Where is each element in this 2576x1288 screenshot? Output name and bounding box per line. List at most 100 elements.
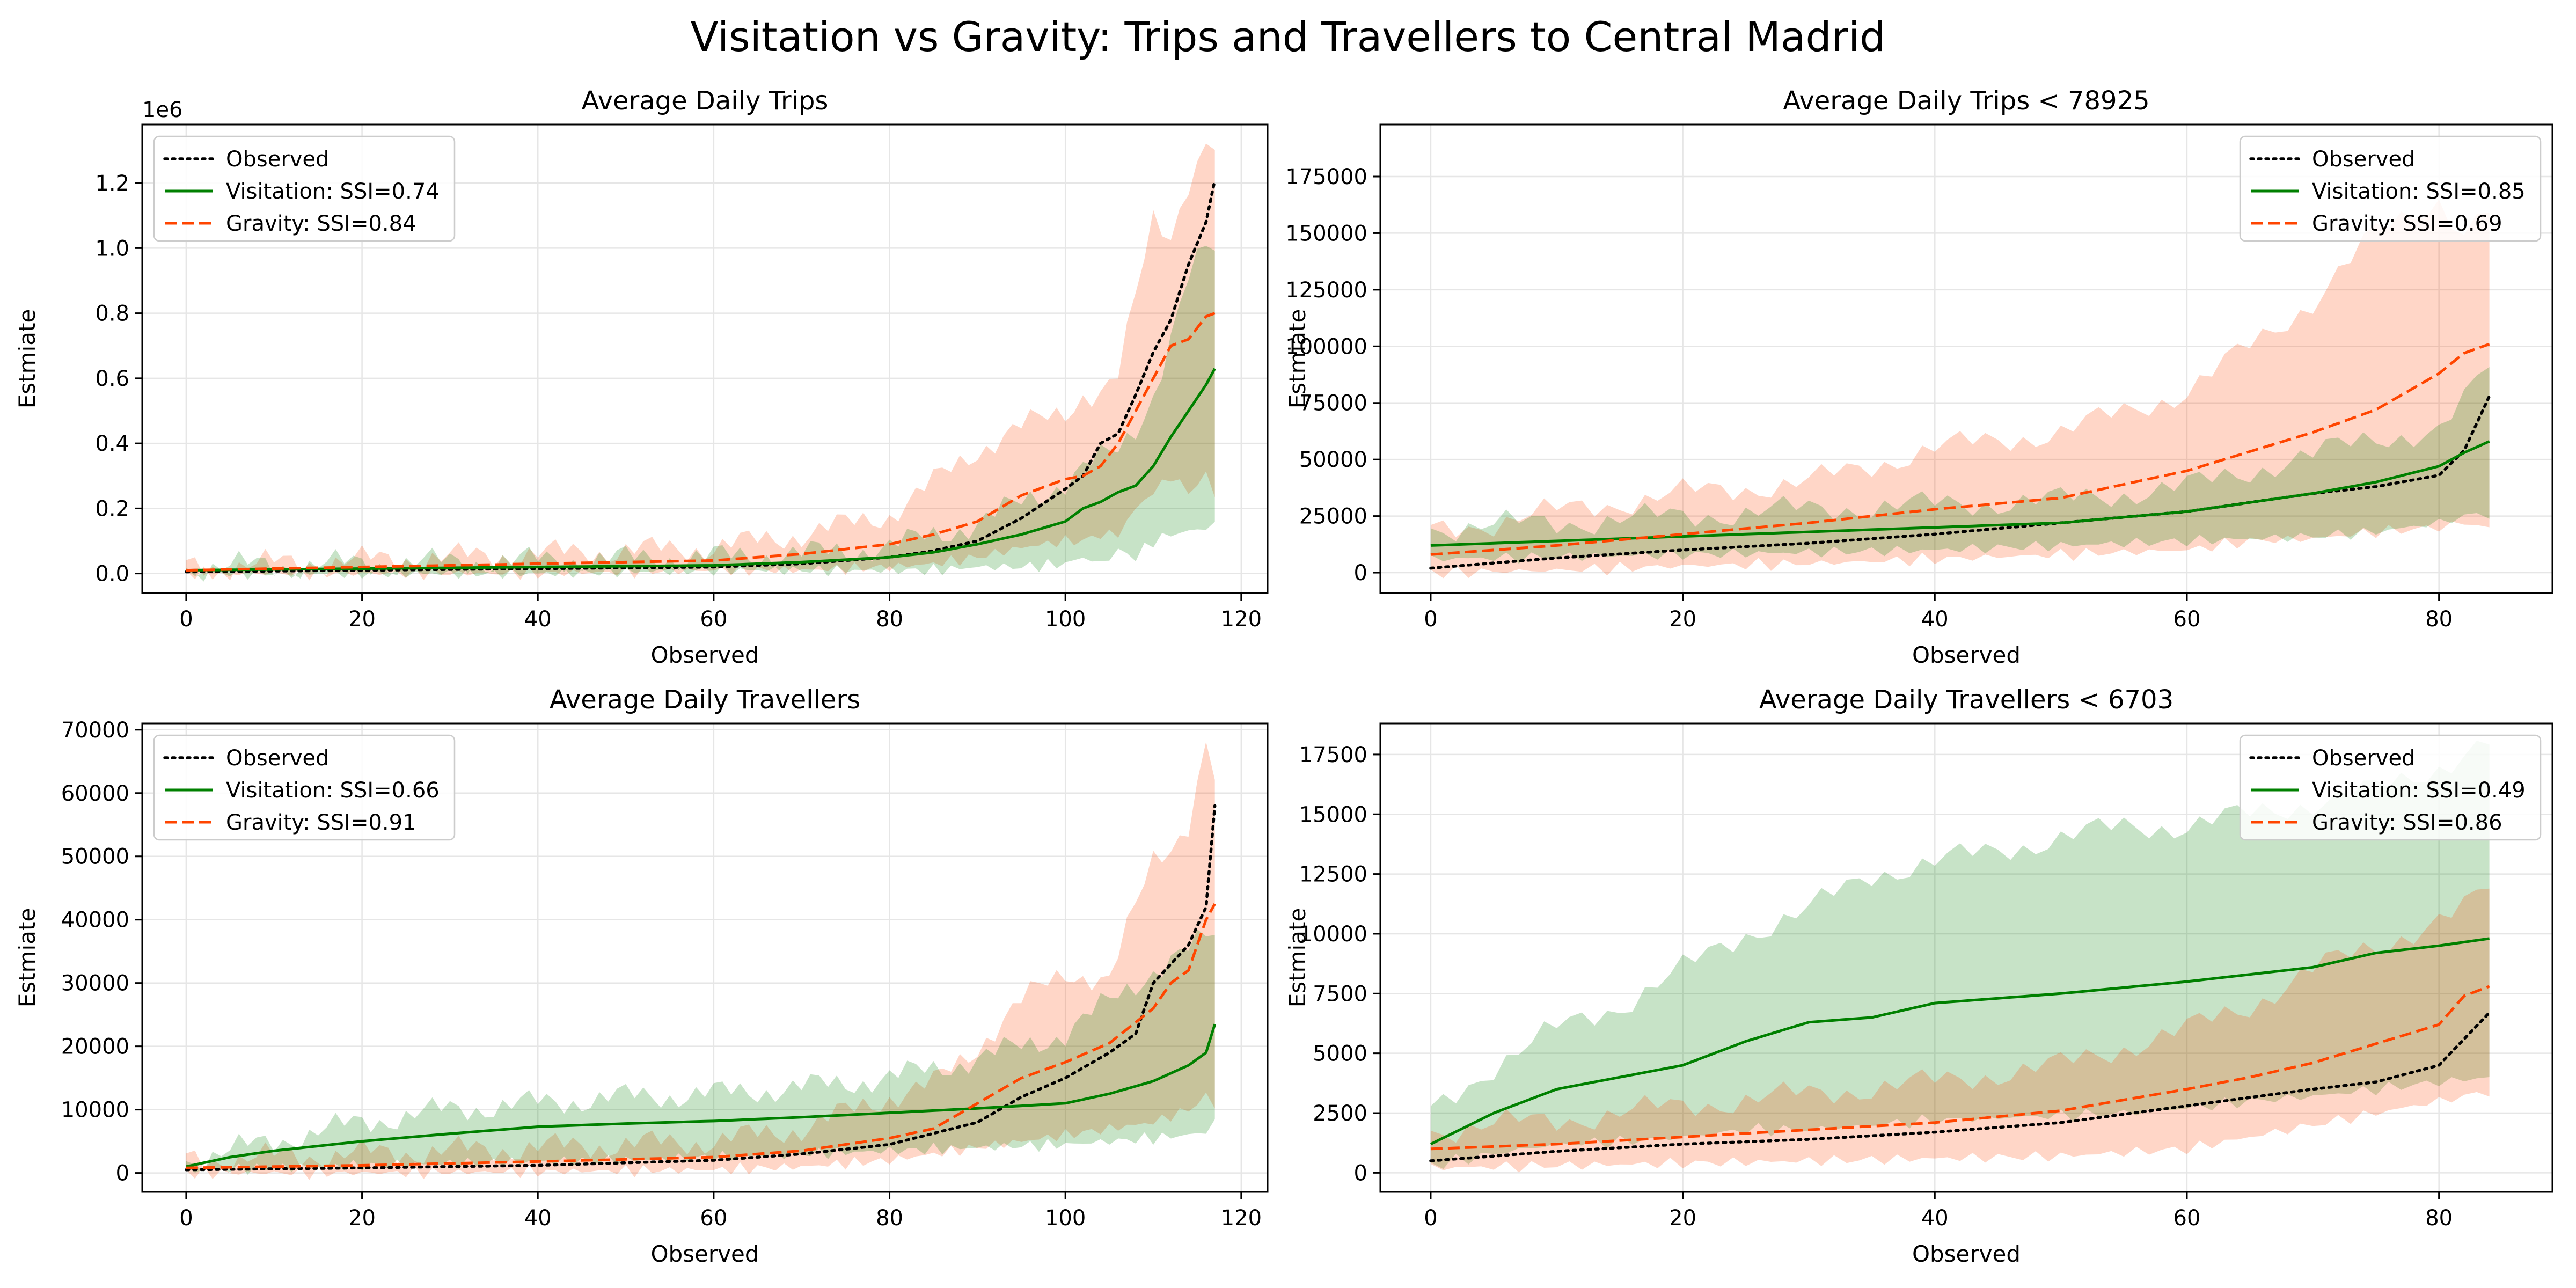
series-line-visitation [186,1023,1217,1168]
x-tick-label: 40 [1921,1206,1949,1231]
band-gravity [186,143,1215,581]
band-visitation [186,246,1215,582]
subplot-title: Average Daily Trips [582,86,829,116]
x-tick-label: 120 [1221,1206,1262,1231]
series-line-gravity [1430,985,2490,1151]
ticks: 0 20 40 60 80 0 2500 5000 7500 10000 12500 15000 175… [1299,743,2453,1231]
series-line-visitation [1430,937,2490,1146]
y-tick-label: 10000 [61,1098,129,1123]
x-tick-label: 120 [1221,607,1262,632]
legend-frame [153,734,456,841]
legend-label: Visitation: SSI=0.74 [226,179,440,204]
subplot-title: Average Daily Travellers < 6703 [1759,685,2174,715]
legend-label: Observed [2312,746,2415,771]
x-axis-label: Observed [650,642,759,668]
y-axis-label: Estmiate [1284,309,1311,409]
legend-label: Gravity: SSI=0.91 [226,810,416,835]
ticks: 0 20 40 60 80 100 120 0 10000 20000 30000 40000 5000… [61,718,1262,1231]
panels: 0 20 40 60 80 100 120 0.0 0.2 0.4 0.6 0.8 1.0 1.2 1e6 A… [14,86,2553,1267]
subplot-3: 0 20 40 60 80 100 120 0 10000 20000 30000 40000 5000… [14,685,1269,1267]
x-tick-label: 20 [348,1206,376,1231]
x-tick-label: 60 [2174,607,2201,632]
legend-label: Observed [2312,147,2415,172]
y-tick-label: 150000 [1285,221,1367,246]
y-tick-label: 7500 [1313,982,1367,1006]
y-tick-label: 40000 [61,908,129,933]
x-tick-label: 40 [1921,607,1949,632]
x-tick-label: 40 [524,1206,552,1231]
x-tick-label: 40 [524,607,552,632]
legend-frame [2239,135,2542,242]
x-tick-label: 60 [700,607,727,632]
legend: Observed Visitation: SSI=0.49 Gravity: SSI… [2239,734,2542,841]
subplot-1: 0 20 40 60 80 100 120 0.0 0.2 0.4 0.6 0.8 1.0 1.2 1e6 A… [14,86,1269,668]
axes-frame [141,722,1269,1193]
y-tick-label: 0 [116,1161,129,1186]
axes-frame [1379,123,2553,594]
x-tick-label: 20 [1669,1206,1696,1231]
x-tick-label: 100 [1045,1206,1086,1231]
x-tick-label: 60 [2174,1206,2201,1231]
x-axis-label: Observed [1912,642,2021,668]
legend-frame [2239,734,2542,841]
x-tick-label: 80 [876,1206,903,1231]
series-line-observed [1429,1011,2491,1162]
y-tick-label: 100000 [1285,334,1367,359]
legend-label: Visitation: SSI=0.85 [2312,179,2526,204]
legend-frame [153,135,456,242]
y-offset-label: 1e6 [142,98,183,122]
y-axis-label: Estmiate [1284,908,1311,1008]
plot-area [185,143,1217,582]
y-tick-label: 5000 [1313,1042,1367,1066]
x-tick-label: 60 [700,1206,727,1231]
legend-label: Observed [226,147,329,172]
subplot-4: 0 20 40 60 80 0 2500 5000 7500 10000 12500 15000 175… [1284,685,2553,1267]
y-tick-label: 60000 [61,781,129,806]
y-tick-label: 0 [1354,561,1367,586]
y-axis-label: Estmiate [14,908,40,1008]
subplot-2: 0 20 40 60 80 0 25000 50000 75000 100000 125000 150… [1284,86,2553,668]
x-tick-label: 0 [1424,607,1437,632]
band-gravity [1430,199,2490,579]
legend-label: Visitation: SSI=0.66 [226,778,440,803]
x-tick-label: 0 [179,607,193,632]
subplot-title: Average Daily Travellers [550,685,860,715]
y-tick-label: 15000 [1299,802,1367,827]
y-tick-label: 30000 [61,971,129,996]
y-tick-label: 10000 [1299,922,1367,947]
y-tick-label: 2500 [1313,1101,1367,1126]
legend-label: Gravity: SSI=0.86 [2312,810,2502,835]
band-gravity [186,742,1215,1180]
series-line-observed [185,178,1217,574]
y-tick-label: 12500 [1299,862,1367,887]
x-tick-label: 80 [876,607,903,632]
legend-label: Gravity: SSI=0.69 [2312,211,2502,236]
y-tick-label: 70000 [61,718,129,743]
axes-frame [1379,722,2553,1193]
band-visitation [186,929,1215,1175]
y-tick-label: 0.6 [95,367,129,391]
y-tick-label: 17500 [1299,743,1367,767]
y-axis-label: Estmiate [14,309,40,409]
ticks: 0 20 40 60 80 0 25000 50000 75000 100000 125000 150… [1285,165,2453,632]
legend: Observed Visitation: SSI=0.74 Gravity: SSI… [153,135,456,242]
band-visitation [1430,741,2490,1169]
y-tick-label: 0.2 [95,496,129,521]
plot-area [1429,199,2491,579]
legend: Observed Visitation: SSI=0.85 Gravity: SSI… [2239,135,2542,242]
x-axis-label: Observed [650,1241,759,1267]
series-line-visitation [186,368,1216,572]
x-tick-label: 20 [1669,607,1696,632]
band-visitation [1430,367,2490,564]
x-tick-label: 80 [2425,607,2453,632]
y-tick-label: 50000 [1299,448,1367,472]
axes-frame [141,123,1269,594]
y-tick-label: 0.8 [95,302,129,326]
legend-label: Visitation: SSI=0.49 [2312,778,2526,803]
x-tick-label: 0 [1424,1206,1437,1231]
plot-area [185,742,1217,1180]
y-tick-label: 0.0 [95,562,129,587]
subplot-title: Average Daily Trips < 78925 [1783,86,2149,116]
y-tick-label: 0 [1354,1161,1367,1185]
